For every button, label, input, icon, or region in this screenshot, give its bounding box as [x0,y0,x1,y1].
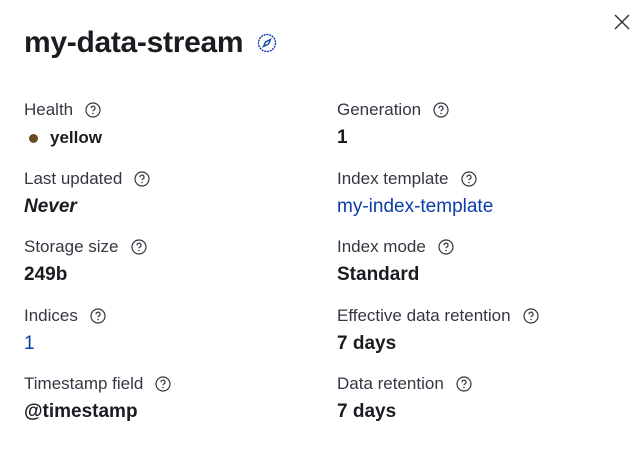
timestamp-field: Timestamp field @timestamp [24,373,324,442]
generation-field: Generation 1 [337,99,637,168]
index-mode-value: Standard [337,264,420,285]
field-label: Health [24,100,74,119]
help-icon[interactable] [433,102,449,118]
page-title: my-data-stream [24,26,277,60]
field-label: Indices [24,305,78,325]
index-template-field: Index template my-index-template [337,168,637,237]
field-label: Storage size [24,237,119,256]
field-label: Last updated [24,168,123,188]
data-retention-value: 7 days [337,401,397,422]
help-icon[interactable] [130,239,147,255]
field-label: Effective data retention [337,305,511,325]
field-label: Data retention [337,374,444,393]
field-label: Index template [337,168,449,188]
help-icon[interactable] [438,239,454,255]
left-column: Health yellow Last updated Never Storage… [24,99,324,442]
indices-link[interactable]: 1 [24,332,35,354]
indices-field: Indices 1 [24,305,324,374]
storage-size-value: 249b [24,264,68,285]
right-column: Generation 1 Index template my-index-tem… [337,99,637,442]
help-icon[interactable] [522,307,539,324]
compass-icon[interactable] [257,33,277,53]
storage-size-field: Storage size 249b [24,236,324,305]
close-icon[interactable] [612,12,632,32]
field-label: Timestamp field [24,374,144,393]
help-icon[interactable] [134,170,150,187]
help-icon[interactable] [460,170,477,187]
effective-retention-field: Effective data retention 7 days [337,305,637,374]
help-icon[interactable] [456,376,472,392]
index-template-link[interactable]: my-index-template [337,195,494,217]
effective-retention-value: 7 days [337,332,397,354]
index-mode-field: Index mode Standard [337,236,637,305]
title-text: my-data-stream [24,26,244,59]
health-status-dot [29,133,38,143]
last-updated-value: Never [24,195,77,217]
timestamp-field-value: @timestamp [24,401,138,422]
data-retention-field: Data retention 7 days [337,373,637,442]
help-icon[interactable] [85,102,101,118]
help-icon[interactable] [90,307,106,324]
field-label: Index mode [337,237,426,256]
health-value: yellow [50,128,102,147]
health-field: Health yellow [24,99,324,168]
field-label: Generation [337,100,422,119]
last-updated-field: Last updated Never [24,168,324,237]
generation-value: 1 [337,127,348,148]
help-icon[interactable] [155,376,171,392]
